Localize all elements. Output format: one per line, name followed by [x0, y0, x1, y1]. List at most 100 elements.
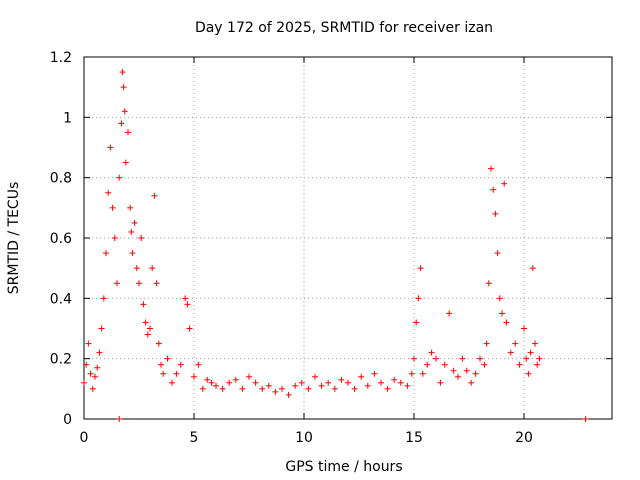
data-point — [169, 379, 175, 386]
data-point — [419, 370, 426, 377]
data-point — [318, 382, 325, 389]
data-point — [87, 370, 94, 377]
data-point — [120, 84, 127, 91]
data-point — [312, 373, 318, 380]
data-point — [259, 385, 266, 392]
data-point — [490, 186, 497, 193]
data-point — [459, 355, 466, 362]
x-tick-label: 0 — [80, 430, 89, 446]
data-point — [292, 382, 299, 389]
data-point — [226, 379, 233, 386]
data-point — [391, 376, 398, 383]
x-axis-label: GPS time / hours — [285, 459, 402, 475]
data-point — [345, 379, 351, 386]
data-point — [521, 325, 527, 332]
data-point — [534, 361, 541, 368]
data-point — [105, 189, 112, 196]
data-point — [118, 120, 125, 127]
data-point — [413, 319, 420, 326]
data-point — [411, 355, 417, 362]
chart-title: Day 172 of 2025, SRMTID for receiver iza… — [195, 20, 493, 36]
data-point — [499, 310, 505, 317]
data-point — [477, 355, 483, 362]
data-point — [186, 325, 193, 332]
data-point — [523, 355, 530, 362]
data-point — [122, 159, 129, 166]
data-point — [81, 379, 87, 386]
data-point — [472, 370, 479, 377]
data-point — [417, 265, 424, 272]
data-point — [450, 367, 457, 374]
data-point — [527, 349, 534, 356]
data-point — [149, 265, 156, 272]
data-point — [155, 340, 162, 347]
data-point — [121, 108, 128, 115]
data-point — [109, 204, 116, 211]
data-point — [100, 295, 107, 302]
data-point — [408, 370, 415, 377]
data-point — [199, 385, 206, 392]
data-point — [232, 376, 239, 383]
data-point — [516, 361, 523, 368]
data-point — [338, 376, 345, 383]
data-point — [246, 373, 252, 380]
y-tick-label: 0.4 — [50, 291, 72, 307]
axis-ticks: 0 5 10 15 20 0 0.2 0.4 0.6 0.8 1 1.2 — [50, 50, 612, 446]
data-point — [89, 385, 96, 392]
data-point — [428, 349, 435, 356]
data-point — [92, 373, 98, 380]
data-point — [503, 319, 510, 326]
data-point — [177, 361, 184, 368]
data-point — [116, 416, 123, 422]
data-point — [140, 301, 147, 308]
data-point — [119, 69, 126, 76]
x-tick-label: 10 — [295, 430, 313, 446]
data-point — [136, 280, 142, 287]
data-point — [127, 204, 134, 211]
data-point — [213, 382, 219, 389]
data-point — [272, 388, 279, 395]
data-point — [142, 319, 149, 326]
data-point — [133, 265, 140, 272]
data-point — [128, 228, 135, 235]
data-point — [384, 385, 391, 392]
data-point — [195, 361, 202, 368]
data-point — [131, 219, 138, 226]
data-point — [160, 370, 167, 377]
data-point — [279, 385, 285, 392]
data-point — [371, 370, 378, 377]
data-point — [173, 370, 180, 377]
data-point — [164, 355, 171, 362]
data-point — [111, 235, 118, 241]
data-point — [525, 370, 532, 377]
data-point — [483, 340, 490, 347]
data-point — [325, 379, 332, 386]
data-point — [83, 361, 90, 368]
y-tick-label: 0.2 — [50, 352, 72, 368]
data-point — [138, 235, 145, 241]
data-point — [114, 280, 120, 287]
data-point — [305, 385, 312, 392]
data-point — [182, 295, 189, 302]
data-point — [331, 385, 338, 392]
data-point — [501, 180, 508, 187]
data-point — [252, 379, 259, 386]
data-point — [96, 349, 103, 356]
data-points — [81, 69, 589, 422]
data-point — [208, 379, 215, 386]
data-point — [378, 379, 384, 386]
data-point — [433, 355, 439, 362]
data-point — [144, 331, 151, 338]
data-point — [415, 295, 422, 302]
data-point — [441, 361, 448, 368]
data-point — [103, 250, 109, 257]
data-point — [116, 174, 123, 181]
data-point — [455, 373, 461, 380]
data-point — [298, 379, 305, 386]
x-tick-label: 5 — [190, 430, 199, 446]
data-point — [536, 355, 543, 362]
data-point — [351, 385, 358, 392]
data-point — [397, 379, 404, 386]
data-point — [529, 265, 536, 272]
y-axis-label: SRMTID / TECUs — [6, 182, 22, 295]
